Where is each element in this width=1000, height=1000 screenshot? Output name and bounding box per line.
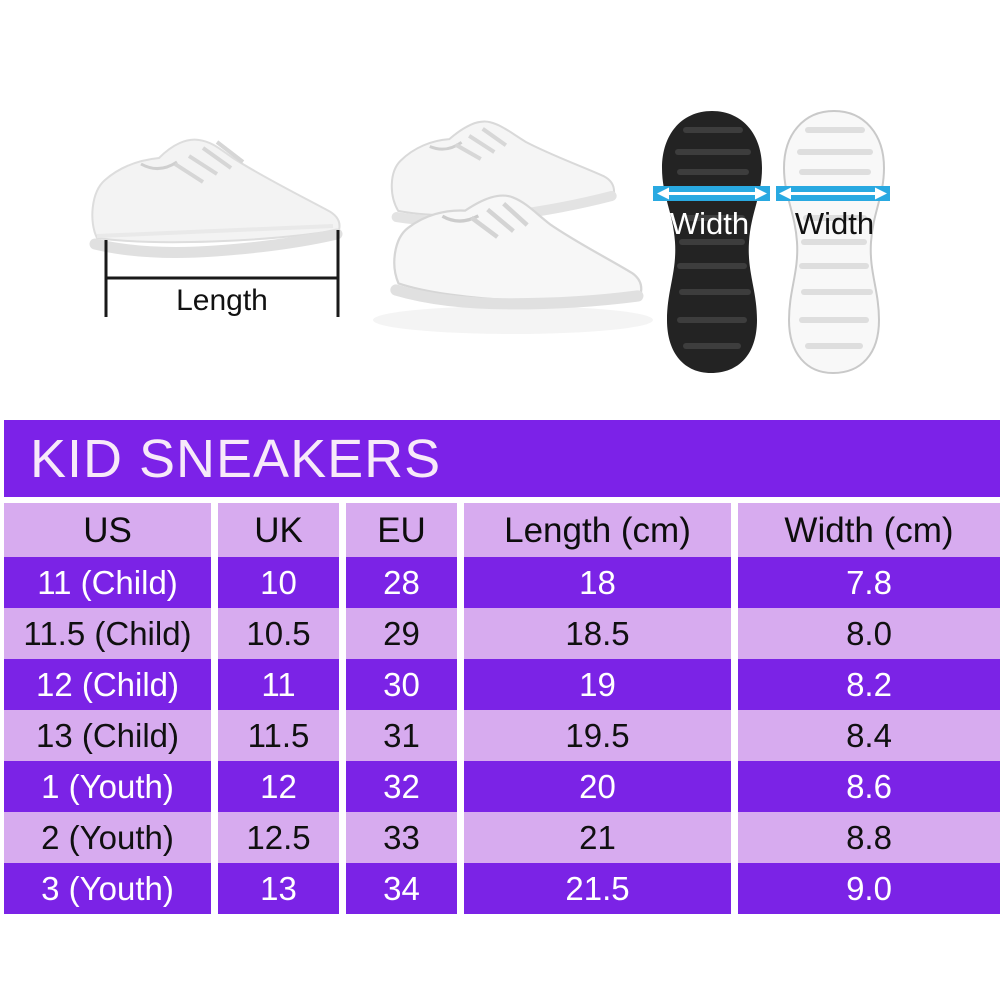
table-cell: 12 (Child) [4, 659, 211, 710]
table-cell: 1 (Youth) [4, 761, 211, 812]
table-cell: 11 [218, 659, 339, 710]
table-cell: 11.5 [218, 710, 339, 761]
table-cell: 21 [464, 812, 731, 863]
table-cell: 3 (Youth) [4, 863, 211, 914]
banner: KID SNEAKERS [4, 420, 1000, 497]
sneaker-laces [173, 140, 245, 184]
table-cell: 20 [464, 761, 731, 812]
table-cell: 18 [464, 557, 731, 608]
table-cell: 18.5 [464, 608, 731, 659]
table-cell: 19.5 [464, 710, 731, 761]
length-label: Length [176, 284, 268, 317]
header-cell: US [4, 503, 211, 557]
banner-title: KID SNEAKERS [30, 429, 442, 489]
width-arrow-icon [779, 187, 887, 200]
table-cell: 31 [346, 710, 457, 761]
table-cell: 10 [218, 557, 339, 608]
table-cell: 8.2 [738, 659, 1000, 710]
side-sneaker-photo [89, 138, 343, 317]
table-cell: 12.5 [218, 812, 339, 863]
table-cell: 8.4 [738, 710, 1000, 761]
table-cell: 12 [218, 761, 339, 812]
table-cell: 21.5 [464, 863, 731, 914]
table-cell: 11.5 (Child) [4, 608, 211, 659]
table-cell: 8.8 [738, 812, 1000, 863]
table-cell: 10.5 [218, 608, 339, 659]
header-cell: UK [218, 503, 339, 557]
soles-photo [653, 109, 890, 375]
table-cell: 29 [346, 608, 457, 659]
width-label-right: Width [794, 206, 875, 241]
sneaker-collar [140, 160, 178, 170]
table-cell: 34 [346, 863, 457, 914]
table-cell: 11 (Child) [4, 557, 211, 608]
sneaker-pair-photo [373, 120, 653, 334]
table-cell: 32 [346, 761, 457, 812]
header-cell: Length (cm) [464, 503, 731, 557]
table-cell: 13 [218, 863, 339, 914]
width-label-left: Width [669, 206, 750, 241]
sneaker-sole [89, 228, 343, 258]
width-arrow-icon [657, 187, 767, 200]
table-cell: 19 [464, 659, 731, 710]
table-cell: 8.6 [738, 761, 1000, 812]
table-cell: 13 (Child) [4, 710, 211, 761]
table-cell: 30 [346, 659, 457, 710]
table-cell: 9.0 [738, 863, 1000, 914]
length-bracket [104, 230, 340, 317]
header-cell: Width (cm) [738, 503, 1000, 557]
size-table: US UK EU Length (cm) Width (cm) 11 (Child) 10 2… [4, 503, 1000, 914]
sneaker-midsole [96, 224, 334, 238]
front-sneaker [390, 194, 644, 310]
sneaker-body [91, 138, 341, 244]
table-cell: 8.0 [738, 608, 1000, 659]
white-sole-photo [782, 109, 886, 375]
header-cell: EU [346, 503, 457, 557]
table-cell: 7.8 [738, 557, 1000, 608]
table-cell: 33 [346, 812, 457, 863]
shoe-shadow [373, 306, 653, 334]
table-cell: 2 (Youth) [4, 812, 211, 863]
black-sole-photo [662, 111, 762, 373]
table-cell: 28 [346, 557, 457, 608]
